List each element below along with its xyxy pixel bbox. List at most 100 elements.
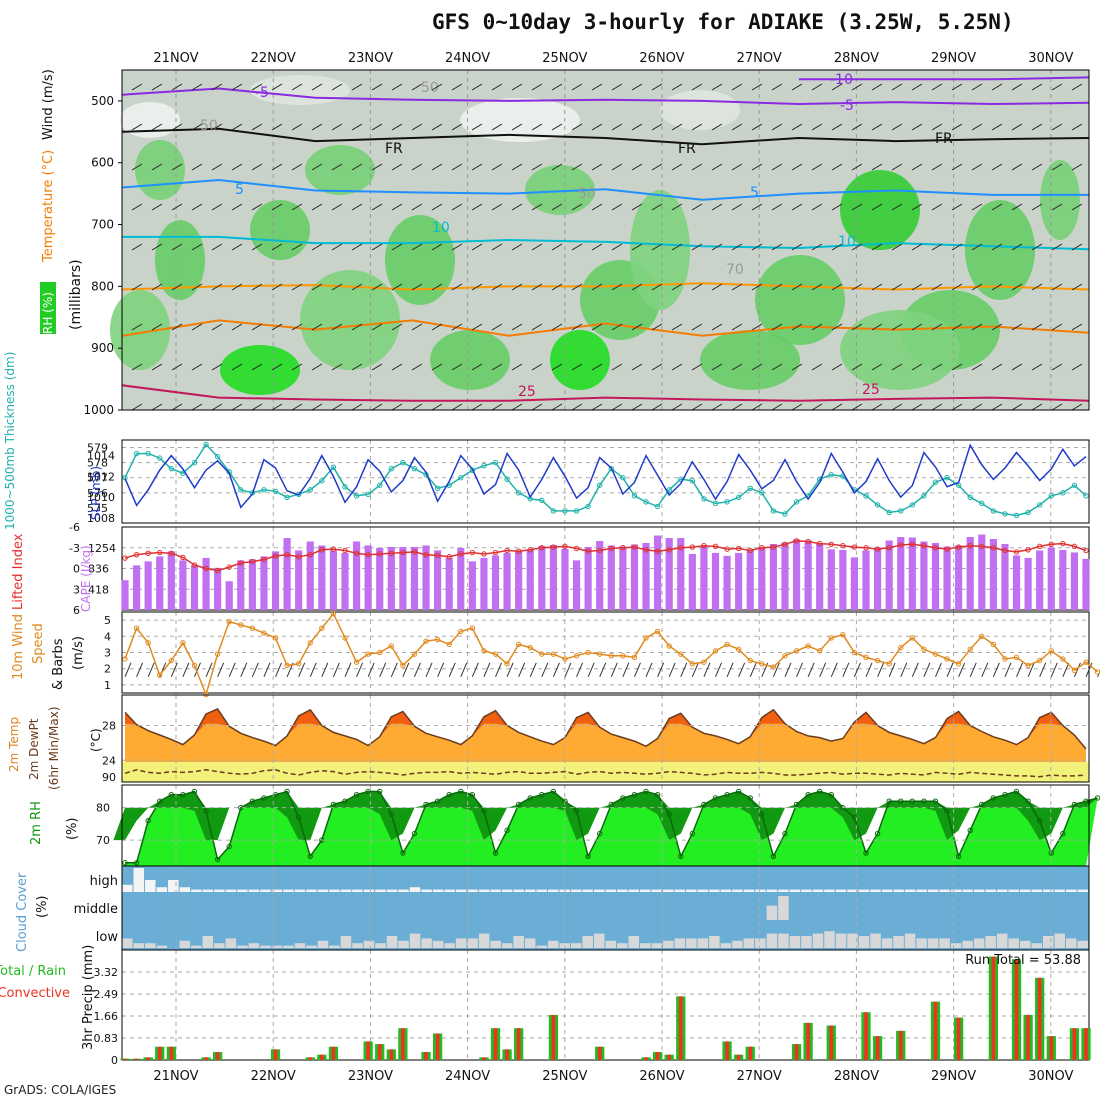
wind-speed-line-point [527, 644, 533, 651]
rh-line-point [1013, 788, 1020, 795]
contour-label: 70 [726, 262, 744, 278]
wind-speed-line-point [411, 651, 418, 657]
wind-barb [831, 323, 843, 331]
wind-barb [571, 163, 583, 171]
wind-barb [851, 123, 863, 131]
wind-barb [971, 163, 983, 171]
cloud-low-bar [570, 943, 582, 948]
y-tick-label: 700 [91, 218, 114, 232]
temp-tick-label: 90 [102, 771, 116, 784]
wind-speed-line-point [874, 657, 881, 664]
wind-speed-line-point [1060, 656, 1066, 662]
wind-barb [951, 163, 963, 171]
wind-barb [275, 662, 282, 677]
wind-barb [1085, 662, 1093, 677]
cloud-low-bar [801, 936, 812, 948]
wind-barb [911, 203, 923, 211]
wind-barb [491, 83, 503, 91]
cloud-high-bar [962, 889, 973, 892]
precip-convective-bar [655, 1052, 660, 1060]
wind-barb [831, 243, 843, 251]
cape-bar [376, 547, 384, 610]
wind-barb [1011, 123, 1023, 131]
wind-barb [402, 662, 410, 677]
thickness-axis-label: 1000~500mb Thickness (dm) [3, 352, 17, 530]
cloud-low-bar [847, 933, 858, 948]
rh-line-point [921, 798, 927, 804]
precip-convective-bar [204, 1057, 208, 1060]
cloud-high-bar [617, 889, 628, 892]
wind-barb [991, 163, 1003, 171]
cloud-high-bar [709, 889, 720, 892]
wind-barb [991, 403, 1003, 411]
thickness-line-point [585, 503, 591, 510]
wind-barb [946, 662, 954, 677]
wind-barb [1071, 403, 1083, 411]
contour-label: FR [678, 141, 696, 157]
wind-barb [651, 283, 663, 291]
wind-barb [738, 662, 746, 677]
wind-barb [771, 363, 783, 371]
wind-axis-label: 10m Wind [11, 614, 26, 680]
wind-barb [413, 662, 421, 677]
cloud-low-bar [985, 936, 996, 948]
cloud-low-bar [1054, 933, 1065, 948]
wind-barb [331, 243, 343, 251]
wind-barb [391, 163, 403, 171]
cape-bar [630, 544, 639, 610]
wind-speed-line-point [295, 661, 302, 667]
precip-tick-label: 1.66 [94, 1010, 119, 1023]
lifted-index-line-point [979, 543, 985, 550]
cloud-low-bar [950, 943, 962, 948]
wind-speed-line-point [1083, 659, 1089, 665]
thickness-line-point [724, 499, 730, 505]
cloud-low-bar [593, 933, 605, 948]
cape-bar [352, 541, 361, 610]
wind-barb [811, 283, 823, 291]
wind-barb [611, 403, 623, 411]
wind-speed-line-point [330, 610, 337, 617]
lifted-index-line-point [990, 545, 997, 551]
wind-barb [411, 83, 423, 91]
wind-barb [831, 363, 843, 371]
precip-convective-bar [123, 1058, 127, 1060]
temp-line [124, 707, 1087, 750]
wind-barb [411, 243, 423, 251]
cloud-low-bar [973, 938, 985, 948]
wind-speed-line-point [782, 653, 788, 659]
isotherm-line [121, 282, 1090, 291]
cloud-high-bar [870, 889, 881, 892]
wind-barb [591, 323, 603, 331]
precip-tick-label: 0 [111, 1054, 118, 1067]
cape-bar [792, 539, 801, 610]
cloud-low-bar [674, 938, 686, 948]
thickness-line-point [631, 493, 638, 499]
cape-bar [920, 541, 928, 610]
wind-barb [531, 283, 543, 291]
cloud-high-bar [950, 889, 962, 892]
wind-speed-line-point [249, 625, 256, 631]
rh-line-point [932, 798, 939, 804]
cloud-high-bar [306, 889, 317, 892]
wind-barb [1051, 123, 1063, 131]
contour-label: 50 [200, 118, 218, 134]
wind-barb [491, 403, 503, 411]
rh-shading [135, 140, 185, 200]
rh-shading [120, 102, 180, 138]
wind-barb [631, 283, 643, 291]
cloud-high-bar [225, 889, 237, 892]
lifted-index-line-point [1013, 549, 1020, 555]
cape-bar [491, 555, 500, 610]
wind-barb [311, 163, 323, 171]
wind-barb [1051, 363, 1063, 371]
wind-speed-line-point [377, 649, 383, 656]
wind-barb [811, 243, 823, 251]
cape-bar [156, 556, 164, 610]
rh-line-point [504, 827, 510, 834]
wind-barb [622, 662, 630, 677]
lifted-index-line-point [886, 545, 892, 551]
cape-bar [503, 552, 511, 610]
wind-barb [671, 403, 683, 411]
rh-line-point [678, 853, 684, 859]
lifted-index-line-point [631, 544, 638, 550]
